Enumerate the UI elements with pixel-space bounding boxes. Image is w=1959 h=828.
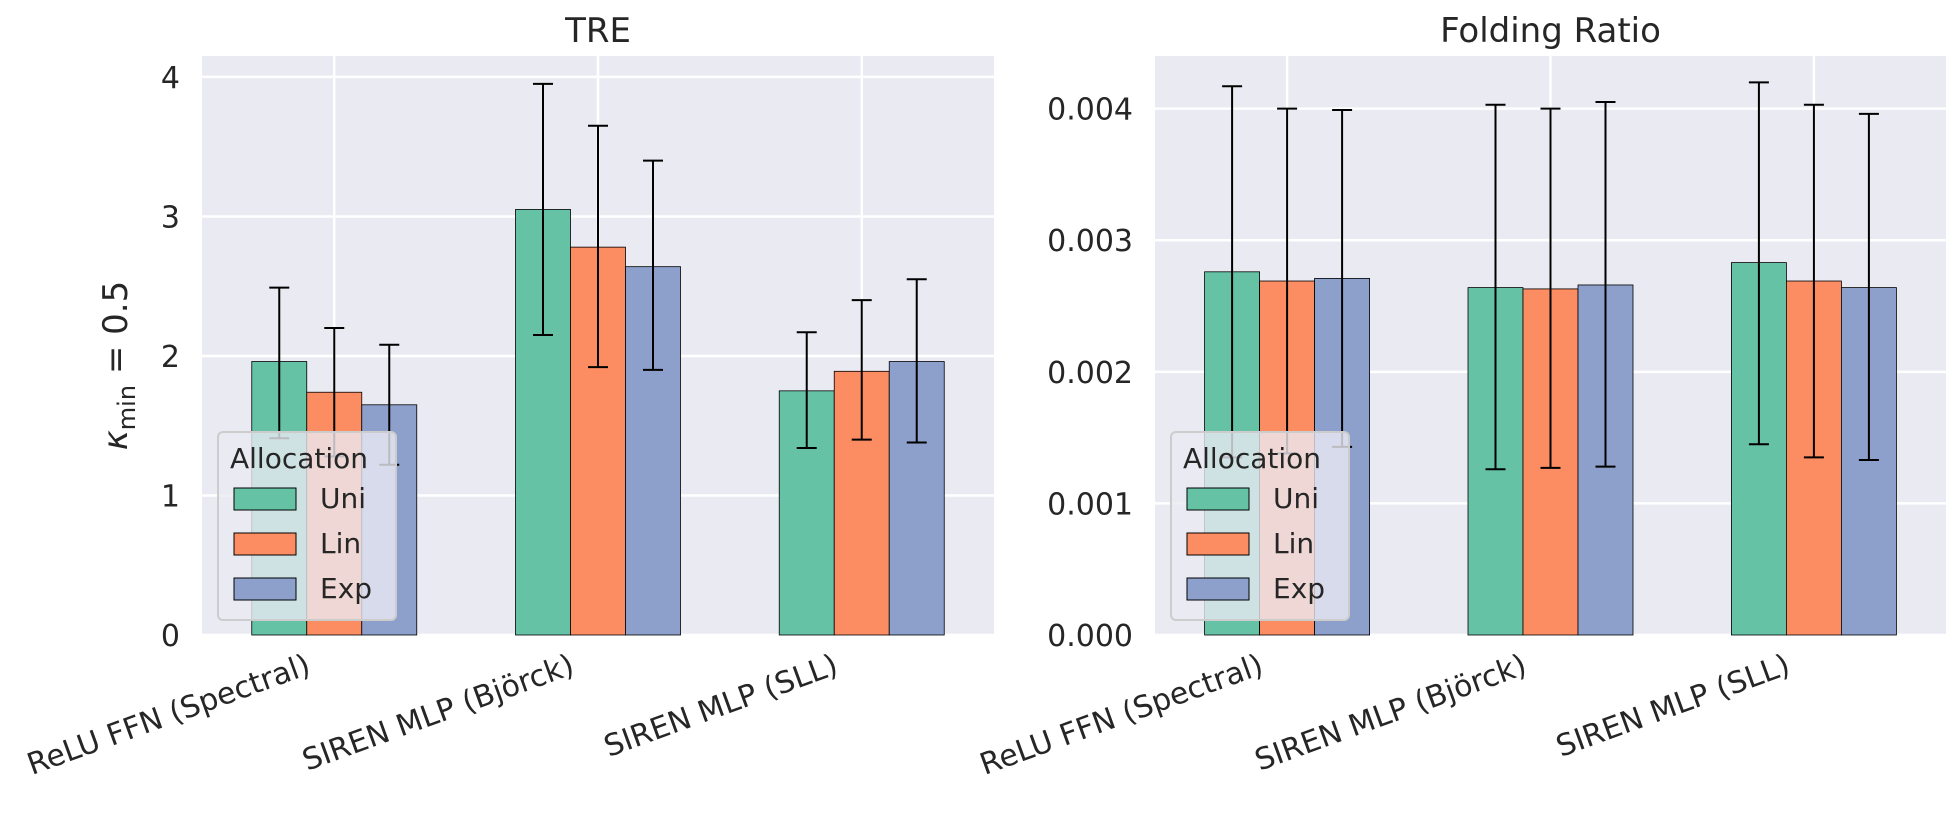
folding-ratio-panel: 0.000 0.001 0.002 0.003 0.004 Folding Ratio Re…	[975, 11, 1946, 783]
tre-panel: 0 1 2 3 4 TRE ReLU FFN (Spectral)SIREN MLP (Bj…	[23, 11, 994, 783]
legend-label-uni: Uni	[320, 482, 366, 515]
legend-label-exp: Exp	[1273, 572, 1325, 605]
legend-swatch-uni	[233, 487, 297, 511]
legend-swatch-lin	[233, 532, 297, 556]
x-tick-label: ReLU FFN (Spectral)	[23, 648, 315, 783]
y-tick-label: 4	[161, 61, 180, 96]
legend-title: Allocation	[1183, 442, 1321, 475]
x-tick-label: SIREN MLP (SLL)	[600, 648, 843, 765]
y-axis-label: κmin = 0.5	[96, 281, 141, 451]
x-tick-label: ReLU FFN (Spectral)	[975, 648, 1267, 783]
y-tick-label: 0.002	[1047, 356, 1133, 391]
legend-swatch-exp	[1186, 577, 1250, 601]
x-tick-label: SIREN MLP (Björck)	[298, 648, 579, 779]
y-tick-label: 0.003	[1047, 224, 1133, 259]
y-tick-label: 0.000	[1047, 619, 1133, 654]
chart-title: TRE	[564, 11, 631, 51]
legend-label-lin: Lin	[320, 527, 361, 560]
y-tick-label: 0.001	[1047, 487, 1133, 522]
x-tick-label: SIREN MLP (Björck)	[1250, 648, 1531, 779]
y-tick-label: 1	[161, 479, 180, 514]
legend-title: Allocation	[230, 442, 368, 475]
legend-label-lin: Lin	[1273, 527, 1314, 560]
legend-swatch-uni	[1186, 487, 1250, 511]
y-tick-label: 0.004	[1047, 93, 1133, 128]
legend-swatch-exp	[233, 577, 297, 601]
y-tick-label: 3	[161, 200, 180, 235]
legend-label-exp: Exp	[320, 572, 372, 605]
chart-title: Folding Ratio	[1440, 11, 1661, 51]
legend-label-uni: Uni	[1273, 482, 1319, 515]
y-tick-label: 0	[161, 619, 180, 654]
legend-box	[217, 431, 397, 621]
y-tick-label: 2	[161, 340, 180, 375]
legend-swatch-lin	[1186, 532, 1250, 556]
legend-box	[1170, 431, 1350, 621]
x-tick-label: SIREN MLP (SLL)	[1552, 648, 1795, 765]
